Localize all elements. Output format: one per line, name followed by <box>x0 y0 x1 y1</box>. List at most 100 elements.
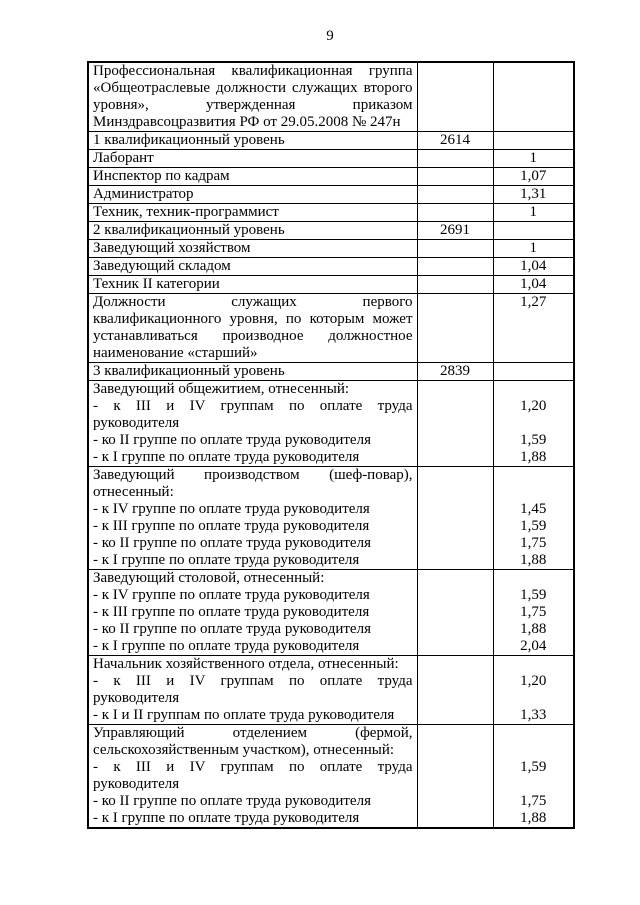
base-salary-cell <box>416 759 494 793</box>
row-label-line: - ко II группе по оплате труда руководит… <box>93 432 371 448</box>
table-row: Начальник хозяйственного отдела, отнесен… <box>87 655 575 725</box>
row-label-cell: Заведующий хозяйством <box>87 239 418 258</box>
coefficient-cell <box>492 380 575 398</box>
row-label-cell: - к IV группе по оплате труда руководите… <box>87 587 418 604</box>
base-salary-cell <box>416 638 494 656</box>
table-subrow: Техник II категории 1,04 <box>87 275 575 294</box>
row-label-line: Заведующий складом <box>93 258 231 274</box>
row-label-line: - ко II группе по оплате труда руководит… <box>93 535 371 551</box>
coefficient-cell: 1,75 <box>492 535 575 552</box>
table-row: Заведующий хозяйством 1 <box>87 239 575 258</box>
base-salary-cell <box>416 398 494 432</box>
table-subrow: Лаборант 1 <box>87 149 575 168</box>
row-label-line: - ко II группе по оплате труда руководит… <box>93 621 371 637</box>
coefficient-cell: 1,75 <box>492 604 575 621</box>
table-row: Инспектор по кадрам 1,07 <box>87 167 575 186</box>
row-label-line: Заведующий производством (шеф-повар), <box>93 467 413 483</box>
table-subrow: - к I группе по оплате труда руководител… <box>87 552 575 570</box>
base-salary-cell <box>416 535 494 552</box>
row-label-cell: Заведующий столовой, отнесенный: <box>87 569 418 587</box>
table-subrow: Управляющий отделением (фермой, сельскохо… <box>87 724 575 759</box>
row-label-cell: Профессиональная квалификационная группа… <box>87 62 418 132</box>
row-label-cell: - ко II группе по оплате труда руководит… <box>87 535 418 552</box>
table-subrow: - к I группе по оплате труда руководител… <box>87 810 575 828</box>
base-salary-cell <box>416 275 494 294</box>
row-label-cell: Инспектор по кадрам <box>87 167 418 186</box>
row-label-line: - к III и IV группам по оплате труда <box>93 673 413 689</box>
base-salary-cell <box>416 293 494 363</box>
table-row: 1 квалификационный уровень 2614 <box>87 131 575 150</box>
table-subrow: - ко II группе по оплате труда руководит… <box>87 621 575 638</box>
row-label-cell: - к I группе по оплате труда руководител… <box>87 449 418 467</box>
base-salary-cell <box>416 621 494 638</box>
row-label-line: руководителя <box>93 690 180 706</box>
base-salary-cell <box>416 552 494 570</box>
table-subrow: Заведующий складом 1,04 <box>87 257 575 276</box>
row-label-line: руководителя <box>93 415 180 431</box>
coefficient-cell: 1,88 <box>492 449 575 467</box>
table-row: Заведующий производством (шеф-повар), отн… <box>87 466 575 570</box>
row-label-line: Минздравсоцразвития РФ от 29.05.2008 № 2… <box>93 114 401 130</box>
table-subrow: 2 квалификационный уровень 2691 <box>87 221 575 240</box>
row-label-line: отнесенный: <box>93 484 174 500</box>
row-label-cell: - к III группе по оплате труда руководит… <box>87 604 418 621</box>
coefficient-cell: 1,04 <box>492 275 575 294</box>
coefficient-cell <box>492 131 575 150</box>
row-label-line: Управляющий отделением (фермой, <box>93 725 413 741</box>
row-label-cell: 3 квалификационный уровень <box>87 362 418 381</box>
row-label-line: Инспектор по кадрам <box>93 168 230 184</box>
coefficient-cell: 1 <box>492 149 575 168</box>
coefficient-cell <box>492 221 575 240</box>
base-salary-cell <box>416 167 494 186</box>
base-salary-cell <box>416 432 494 449</box>
base-salary-cell <box>416 587 494 604</box>
row-label-line: Заведующий столовой, отнесенный: <box>93 570 325 586</box>
base-salary-cell <box>416 449 494 467</box>
row-label-cell: - к I группе по оплате труда руководител… <box>87 552 418 570</box>
table-row: Управляющий отделением (фермой, сельскохо… <box>87 724 575 828</box>
table-subrow: - ко II группе по оплате труда руководит… <box>87 432 575 449</box>
table-subrow: Должности служащих первого квалификационн… <box>87 293 575 363</box>
row-label-line: Заведующий хозяйством <box>93 240 251 256</box>
table-subrow: Инспектор по кадрам 1,07 <box>87 167 575 186</box>
row-label-cell: Начальник хозяйственного отдела, отнесен… <box>87 655 418 673</box>
row-label-cell: Лаборант <box>87 149 418 168</box>
base-salary-cell <box>416 62 494 132</box>
coefficient-cell: 1,20 <box>492 673 575 707</box>
table-subrow: - к III и IV группам по оплате труда руко… <box>87 673 575 707</box>
coefficient-cell: 1,07 <box>492 167 575 186</box>
row-label-line: Профессиональная квалификационная группа <box>93 63 413 79</box>
base-salary-cell <box>416 185 494 204</box>
base-salary-cell <box>416 810 494 828</box>
row-label-cell: 2 квалификационный уровень <box>87 221 418 240</box>
row-label-line: - к I группе по оплате труда руководител… <box>93 810 360 826</box>
table-row: Заведующий общежитием, отнесенный: - к II… <box>87 380 575 467</box>
row-label-line: - к I и II группам по оплате труда руков… <box>93 707 395 723</box>
table-subrow: Администратор 1,31 <box>87 185 575 204</box>
row-label-cell: Заведующий складом <box>87 257 418 276</box>
base-salary-cell: 2691 <box>416 221 494 240</box>
table-row: Техник, техник-программист 1 <box>87 203 575 222</box>
page-number: 9 <box>326 28 334 44</box>
coefficient-cell: 1,59 <box>492 587 575 604</box>
base-salary-cell <box>416 793 494 810</box>
row-label-line: наименование «старший» <box>93 345 258 361</box>
row-label-line: - к I группе по оплате труда руководител… <box>93 638 360 654</box>
coefficient-cell: 1,59 <box>492 432 575 449</box>
base-salary-cell <box>416 380 494 398</box>
base-salary-cell <box>416 604 494 621</box>
table-subrow: - к III группе по оплате труда руководит… <box>87 518 575 535</box>
base-salary-cell: 2839 <box>416 362 494 381</box>
row-label-line: Заведующий общежитием, отнесенный: <box>93 381 350 397</box>
table-subrow: - к III и IV группам по оплате труда руко… <box>87 398 575 432</box>
base-salary-cell <box>416 466 494 501</box>
row-label-line: - к III и IV группам по оплате труда <box>93 398 413 414</box>
row-label-cell: - к I группе по оплате труда руководител… <box>87 810 418 828</box>
table-subrow: Заведующий производством (шеф-повар), отн… <box>87 466 575 501</box>
table-subrow: - к III группе по оплате труда руководит… <box>87 604 575 621</box>
row-label-line: «Общеотраслевые должности служащих второ… <box>93 80 413 96</box>
table-subrow: Заведующий хозяйством 1 <box>87 239 575 258</box>
table-subrow: Профессиональная квалификационная группа… <box>87 62 575 132</box>
row-label-cell: - к IV группе по оплате труда руководите… <box>87 501 418 518</box>
row-label-cell: Должности служащих первого квалификационн… <box>87 293 418 363</box>
